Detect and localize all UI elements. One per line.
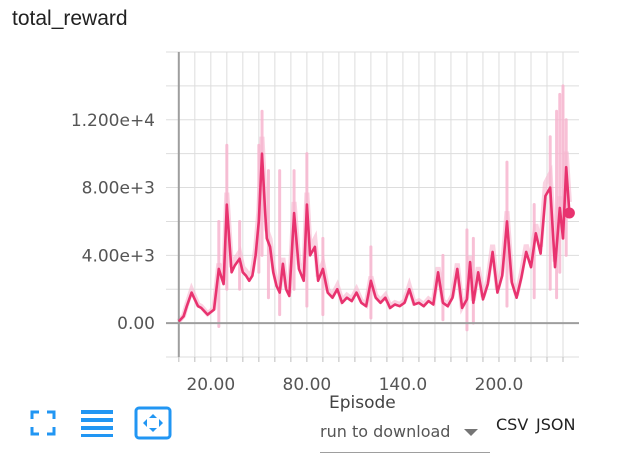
chart-title: total_reward [12, 7, 128, 30]
run-download-select[interactable]: run to download [320, 418, 490, 453]
y-tick-label: 8.00e+3 [82, 179, 155, 199]
x-tick-label: 140.0 [379, 375, 428, 395]
y-tick-label: 4.00e+3 [82, 246, 155, 266]
smoothed-series-layer [177, 152, 575, 323]
list-lines-icon [81, 410, 113, 437]
csv-download-link[interactable]: CSV [496, 415, 529, 434]
x-axis-title: Episode [329, 393, 396, 413]
json-download-link[interactable]: JSON [536, 415, 576, 434]
run-download-value: run to download [320, 422, 451, 441]
x-tick-label: 200.0 [475, 375, 524, 395]
y-tick-label: 1.200e+4 [71, 111, 155, 131]
fit-to-data-icon [134, 406, 172, 440]
fullscreen-icon [30, 410, 56, 436]
toggle-log-scale-button[interactable] [80, 408, 114, 438]
x-tick-label: 80.00 [283, 375, 332, 395]
fit-domain-button[interactable] [134, 406, 172, 440]
x-tick-label: 20.00 [186, 375, 235, 395]
smoothed-series-line [177, 152, 571, 323]
fullscreen-button[interactable] [28, 408, 58, 438]
chevron-down-icon [464, 429, 478, 436]
series-end-point [563, 207, 575, 219]
tick-labels-layer: 0.00 4.00e+3 8.00e+3 1.200e+4 20.00 80.00 140.… [71, 111, 523, 395]
axis-layer [166, 52, 579, 357]
y-tick-label: 0.00 [117, 314, 155, 334]
